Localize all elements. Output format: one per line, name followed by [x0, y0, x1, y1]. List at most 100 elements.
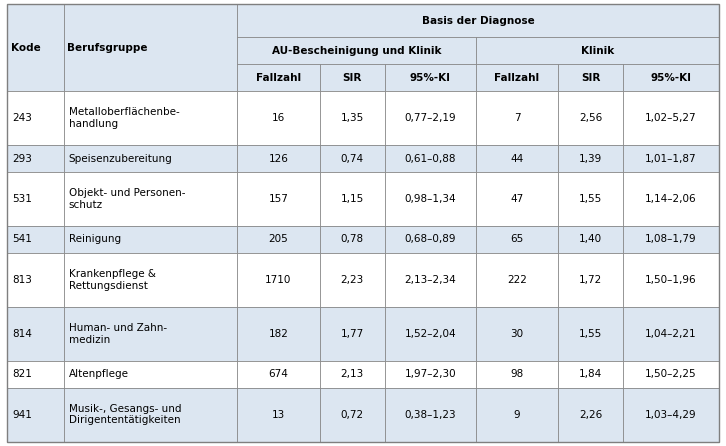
- Text: 0,68–0,89: 0,68–0,89: [404, 235, 456, 244]
- Text: 1,84: 1,84: [579, 369, 603, 379]
- Text: 157: 157: [269, 194, 288, 204]
- Text: 821: 821: [12, 369, 32, 379]
- Bar: [319, 91, 385, 145]
- Bar: [7, 253, 64, 307]
- Text: 1,08–1,79: 1,08–1,79: [645, 235, 697, 244]
- Bar: [558, 361, 624, 388]
- Bar: [558, 253, 624, 307]
- Text: 65: 65: [510, 235, 523, 244]
- Bar: [319, 172, 385, 226]
- Bar: [319, 388, 385, 442]
- Bar: [64, 145, 237, 172]
- Text: 1,40: 1,40: [579, 235, 603, 244]
- Bar: [237, 253, 319, 307]
- Text: Reinigung: Reinigung: [69, 235, 121, 244]
- Text: Human- und Zahn-
medizin: Human- und Zahn- medizin: [69, 323, 167, 345]
- Bar: [624, 361, 719, 388]
- Text: Kode: Kode: [11, 43, 41, 53]
- Bar: [476, 226, 558, 253]
- Bar: [237, 145, 319, 172]
- Text: 2,26: 2,26: [579, 409, 603, 420]
- Bar: [558, 64, 624, 91]
- Text: 0,72: 0,72: [340, 409, 364, 420]
- Bar: [64, 91, 237, 145]
- Bar: [7, 172, 64, 226]
- Bar: [319, 361, 385, 388]
- Bar: [476, 361, 558, 388]
- Text: 222: 222: [507, 275, 527, 285]
- Text: AU-Bescheinigung und Klinik: AU-Bescheinigung und Klinik: [272, 46, 441, 56]
- Text: 1,55: 1,55: [579, 194, 603, 204]
- Bar: [476, 253, 558, 307]
- Bar: [7, 91, 64, 145]
- Text: 95%-KI: 95%-KI: [650, 73, 692, 83]
- Bar: [558, 91, 624, 145]
- Text: 1,02–5,27: 1,02–5,27: [645, 113, 697, 123]
- Text: 941: 941: [12, 409, 32, 420]
- Text: Fallzahl: Fallzahl: [256, 73, 301, 83]
- Bar: [476, 91, 558, 145]
- Text: 0,74: 0,74: [340, 153, 364, 164]
- Text: 1,14–2,06: 1,14–2,06: [645, 194, 697, 204]
- Text: 1,50–2,25: 1,50–2,25: [645, 369, 697, 379]
- Text: 1,04–2,21: 1,04–2,21: [645, 329, 697, 339]
- Bar: [319, 307, 385, 361]
- Text: 1,03–4,29: 1,03–4,29: [645, 409, 697, 420]
- Bar: [7, 4, 64, 91]
- Bar: [237, 226, 319, 253]
- Bar: [64, 253, 237, 307]
- Text: 16: 16: [272, 113, 285, 123]
- Bar: [64, 4, 237, 91]
- Text: 2,13–2,34: 2,13–2,34: [404, 275, 456, 285]
- Bar: [319, 64, 385, 91]
- Bar: [385, 172, 476, 226]
- Text: Altenpflege: Altenpflege: [69, 369, 129, 379]
- Text: 1,55: 1,55: [579, 329, 603, 339]
- Text: 243: 243: [12, 113, 32, 123]
- Bar: [558, 145, 624, 172]
- Text: 2,56: 2,56: [579, 113, 603, 123]
- Bar: [624, 388, 719, 442]
- Bar: [476, 37, 719, 64]
- Text: 0,77–2,19: 0,77–2,19: [404, 113, 456, 123]
- Bar: [64, 361, 237, 388]
- Bar: [237, 361, 319, 388]
- Text: 95%-KI: 95%-KI: [409, 73, 451, 83]
- Text: 541: 541: [12, 235, 32, 244]
- Text: 0,98–1,34: 0,98–1,34: [404, 194, 456, 204]
- Text: 0,38–1,23: 0,38–1,23: [404, 409, 456, 420]
- Text: 531: 531: [12, 194, 32, 204]
- Bar: [476, 307, 558, 361]
- Bar: [624, 253, 719, 307]
- Bar: [237, 388, 319, 442]
- Bar: [385, 64, 476, 91]
- Bar: [7, 388, 64, 442]
- Bar: [319, 145, 385, 172]
- Bar: [64, 388, 237, 442]
- Text: 1,39: 1,39: [579, 153, 603, 164]
- Bar: [7, 145, 64, 172]
- Bar: [237, 307, 319, 361]
- Bar: [476, 388, 558, 442]
- Bar: [558, 307, 624, 361]
- Bar: [237, 64, 319, 91]
- Bar: [64, 307, 237, 361]
- Text: Objekt- und Personen-
schutz: Objekt- und Personen- schutz: [69, 188, 185, 210]
- Text: 1,35: 1,35: [340, 113, 364, 123]
- Text: Basis der Diagnose: Basis der Diagnose: [422, 16, 534, 26]
- Text: 30: 30: [510, 329, 523, 339]
- Text: 813: 813: [12, 275, 32, 285]
- Text: Musik-, Gesangs- und
Dirigententätigkeiten: Musik-, Gesangs- und Dirigententätigkeit…: [69, 404, 182, 425]
- Bar: [237, 172, 319, 226]
- Text: Krankenpflege &
Rettungsdienst: Krankenpflege & Rettungsdienst: [69, 269, 156, 291]
- Text: SIR: SIR: [343, 73, 362, 83]
- Text: 814: 814: [12, 329, 32, 339]
- Text: Klinik: Klinik: [581, 46, 614, 56]
- Text: SIR: SIR: [581, 73, 600, 83]
- Text: 674: 674: [269, 369, 288, 379]
- Text: 13: 13: [272, 409, 285, 420]
- Text: 2,23: 2,23: [340, 275, 364, 285]
- Bar: [624, 145, 719, 172]
- Bar: [385, 307, 476, 361]
- Text: 0,78: 0,78: [340, 235, 364, 244]
